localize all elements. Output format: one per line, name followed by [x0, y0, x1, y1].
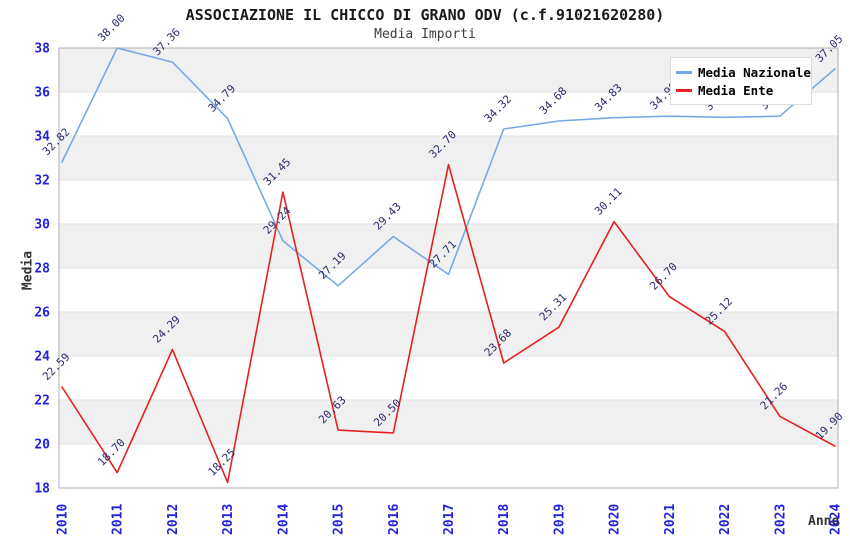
legend-label-ente: Media Ente	[698, 82, 774, 98]
grid-band	[59, 136, 838, 180]
y-tick-label: 18	[34, 482, 50, 497]
y-tick-label: 36	[34, 86, 50, 101]
x-tick-label: 2023	[773, 504, 788, 535]
y-tick-label: 24	[34, 350, 50, 365]
grid-band	[59, 180, 838, 224]
point-value-label: 38.00	[95, 12, 128, 45]
x-tick-label: 2019	[552, 504, 567, 535]
legend-label-nazionale: Media Nazionale	[698, 64, 811, 80]
x-tick-label: 2017	[442, 504, 457, 535]
y-tick-label: 22	[34, 394, 50, 409]
grid-band	[59, 444, 838, 488]
grid-band	[59, 356, 838, 400]
legend-item-ente: Media Ente	[676, 81, 809, 99]
plot-border	[58, 47, 839, 489]
y-tick-label: 30	[34, 218, 50, 233]
x-axis-title: Anno	[808, 514, 840, 529]
x-tick-label: 2010	[56, 504, 71, 535]
grid-band	[59, 224, 838, 268]
grid-band	[59, 268, 838, 312]
legend: Media Nazionale Media Ente	[670, 57, 812, 105]
x-tick-label: 2015	[332, 504, 347, 535]
chart-title: ASSOCIAZIONE IL CHICCO DI GRANO ODV (c.f…	[185, 6, 665, 24]
y-tick-label: 32	[34, 174, 50, 189]
y-axis-title: Media	[20, 250, 36, 291]
grid-band	[59, 400, 838, 444]
ente-line-swatch	[676, 88, 692, 92]
series-line-nazionale	[61, 47, 836, 287]
x-tick-label: 2013	[221, 504, 236, 535]
y-tick-label: 34	[34, 130, 50, 145]
x-tick-label: 2011	[111, 504, 126, 535]
x-tick-label: 2020	[608, 504, 623, 535]
y-tick-label: 20	[34, 438, 50, 453]
x-tick-label: 2016	[387, 504, 402, 535]
y-tick-label: 38	[34, 42, 50, 57]
x-tick-label: 2021	[663, 504, 678, 535]
x-tick-label: 2012	[166, 504, 181, 535]
legend-item-nazionale: Media Nazionale	[676, 63, 811, 81]
chart-subtitle: Media Importi	[374, 27, 476, 42]
x-tick-label: 2014	[276, 504, 291, 535]
x-tick-label: 2024	[829, 504, 844, 535]
x-tick-label: 2022	[718, 504, 733, 535]
series-line-ente	[61, 163, 836, 484]
nazionale-line-swatch	[676, 70, 692, 74]
x-tick-label: 2018	[497, 504, 512, 535]
y-tick-label: 26	[34, 306, 50, 321]
grid-band	[59, 312, 838, 356]
y-tick-label: 28	[34, 262, 50, 277]
